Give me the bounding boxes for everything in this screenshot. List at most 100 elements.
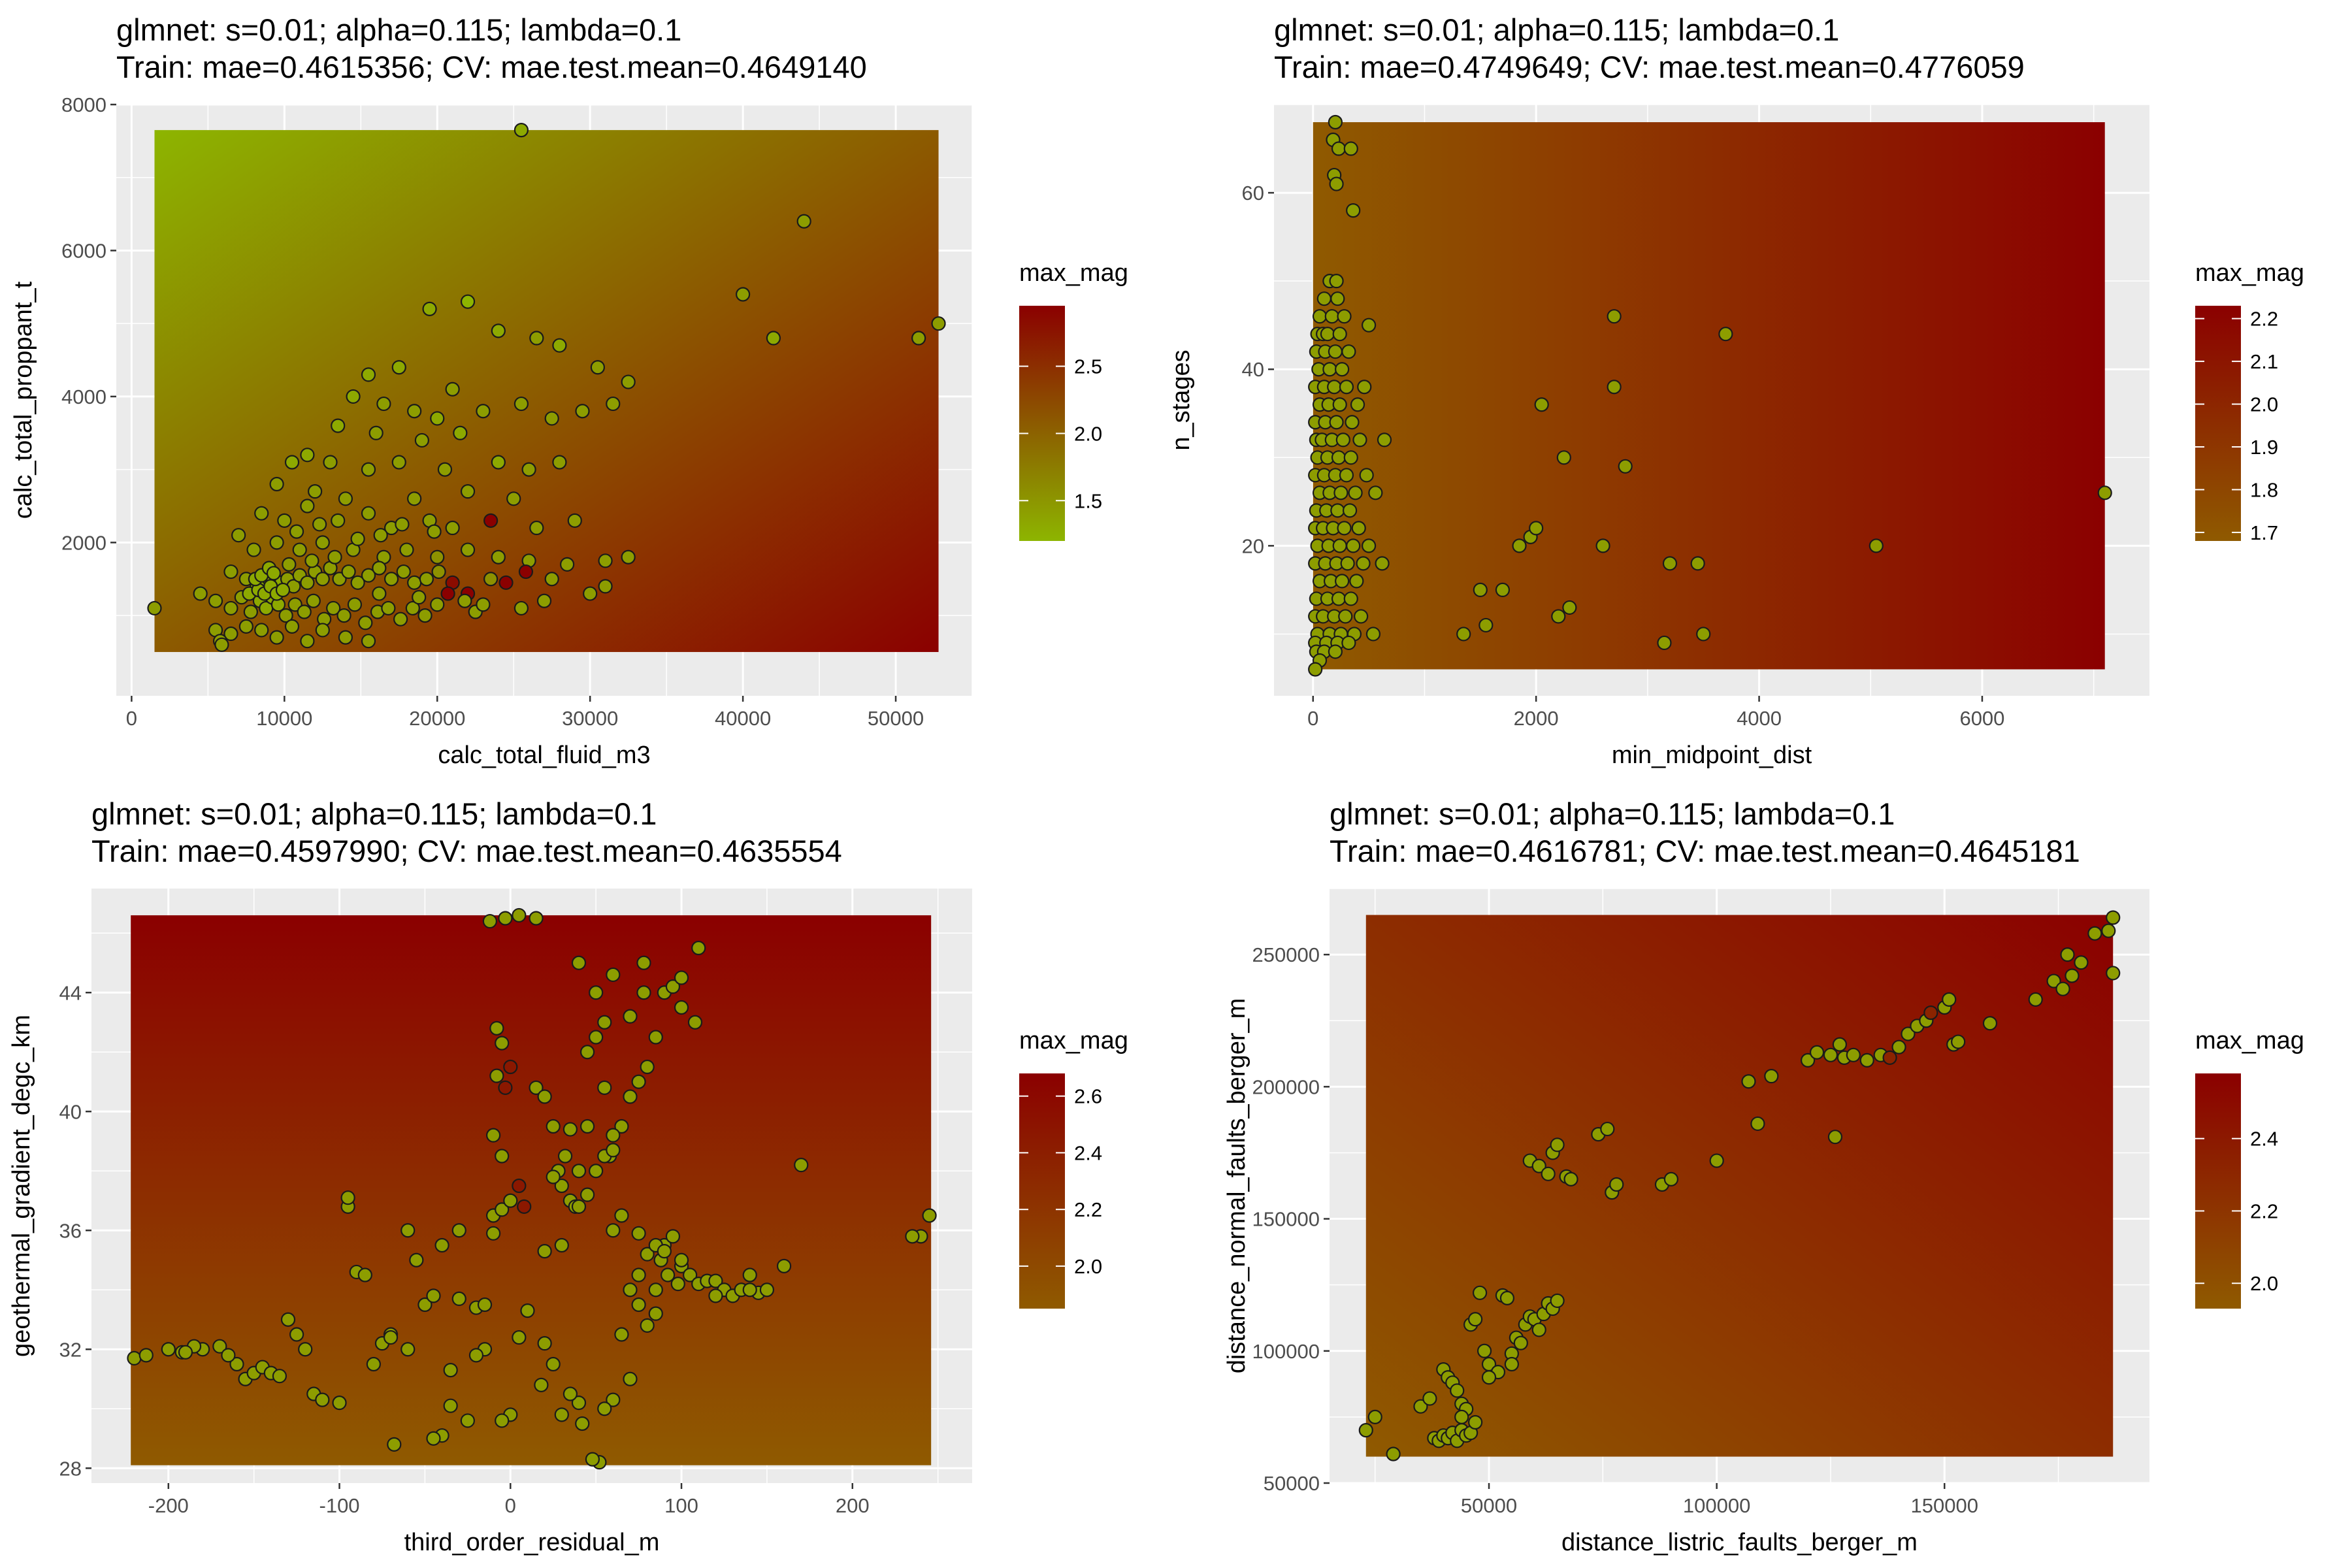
data-point [361, 568, 376, 583]
data-point [361, 367, 376, 382]
data-point [430, 597, 445, 612]
data-point [272, 1369, 287, 1384]
data-point [361, 462, 376, 477]
data-point [395, 517, 410, 532]
data-point [346, 389, 361, 404]
data-point [1329, 176, 1344, 191]
data-point [280, 1312, 296, 1327]
data-point [361, 634, 376, 649]
data-point [621, 374, 636, 389]
data-point [536, 593, 552, 608]
data-point [368, 425, 384, 440]
x-tick-label: 40000 [715, 707, 771, 730]
data-point [1982, 1016, 1998, 1031]
data-point [598, 579, 613, 594]
data-point [691, 940, 706, 956]
data-point [399, 542, 414, 557]
data-point [529, 331, 544, 346]
data-point [1349, 574, 1364, 589]
data-point [1607, 380, 1622, 395]
data-point [631, 1267, 646, 1282]
data-point [1361, 318, 1377, 333]
data-point [537, 1336, 552, 1351]
data-point [358, 615, 373, 630]
legend-colorbar [1019, 306, 1065, 541]
data-point [1365, 627, 1381, 642]
data-point [1600, 1121, 1615, 1137]
data-point [391, 455, 406, 470]
data-point [742, 1282, 757, 1298]
y-axis-title: n_stages [1168, 350, 1195, 450]
data-point [529, 911, 544, 926]
chart-title: glmnet: s=0.01; alpha=0.115; lambda=0.1 [1274, 12, 1839, 47]
data-point [1690, 556, 1705, 571]
data-point [1481, 1370, 1497, 1385]
legend-tick-label: 2.0 [2250, 1272, 2278, 1295]
data-point [1473, 582, 1488, 598]
data-point [243, 604, 258, 619]
y-axis-title: geothermal_gradient_degc_km [8, 1015, 35, 1357]
data-point [300, 498, 315, 514]
data-point [495, 1036, 510, 1051]
data-point [1335, 433, 1350, 448]
data-point [269, 476, 284, 492]
data-point [426, 1431, 441, 1446]
data-point [347, 597, 363, 612]
data-point [400, 1223, 416, 1238]
legend-tick-label: 2.6 [1074, 1085, 1102, 1108]
data-point [1657, 635, 1672, 651]
data-point [621, 549, 636, 564]
data-point [537, 1089, 552, 1104]
data-point [407, 491, 422, 506]
data-point [460, 484, 476, 499]
data-point [585, 1452, 600, 1467]
data-point [412, 590, 427, 605]
data-point [376, 396, 391, 412]
data-point [1495, 582, 1511, 598]
data-point [687, 1015, 703, 1030]
data-point [1859, 1053, 1874, 1068]
data-point [537, 1243, 552, 1259]
data-point [636, 985, 651, 1000]
x-tick-label: 10000 [256, 707, 312, 730]
data-point [282, 557, 297, 572]
data-point [460, 542, 476, 557]
data-point [443, 1363, 458, 1378]
data-point [409, 1252, 424, 1267]
data-point [590, 360, 605, 375]
data-point [331, 513, 346, 528]
data-point [457, 593, 472, 608]
legend-tick-label: 1.5 [1074, 489, 1102, 512]
data-point [640, 1318, 655, 1333]
data-point [606, 1392, 621, 1407]
data-point [486, 1128, 501, 1143]
data-point [518, 564, 534, 580]
data-point [491, 323, 506, 338]
y-tick-label: 28 [59, 1457, 82, 1480]
data-point [327, 549, 342, 564]
data-point [1456, 627, 1471, 642]
legend-tick-label: 2.2 [2250, 308, 2278, 331]
data-point [1741, 1074, 1756, 1089]
legend-title: max_mag [1019, 1027, 1128, 1054]
data-point [1328, 644, 1343, 659]
data-point [546, 1169, 561, 1184]
data-point [491, 455, 506, 470]
data-point [489, 1068, 504, 1083]
data-point [554, 1178, 569, 1194]
data-point [476, 597, 491, 612]
data-point [331, 418, 346, 433]
data-point [636, 955, 651, 970]
data-point [340, 1190, 355, 1205]
data-point [451, 1223, 466, 1238]
data-point [1513, 1335, 1528, 1350]
x-tick-label: 150000 [1911, 1494, 1978, 1517]
x-tick-label: 50000 [1461, 1494, 1517, 1517]
data-point [1923, 1005, 1938, 1021]
y-tick-label: 32 [59, 1338, 82, 1361]
data-point [1350, 397, 1365, 412]
data-point [670, 1277, 685, 1292]
data-point [1413, 1399, 1428, 1414]
legend-tick-label: 2.0 [1074, 1255, 1102, 1278]
data-point [400, 1342, 416, 1357]
